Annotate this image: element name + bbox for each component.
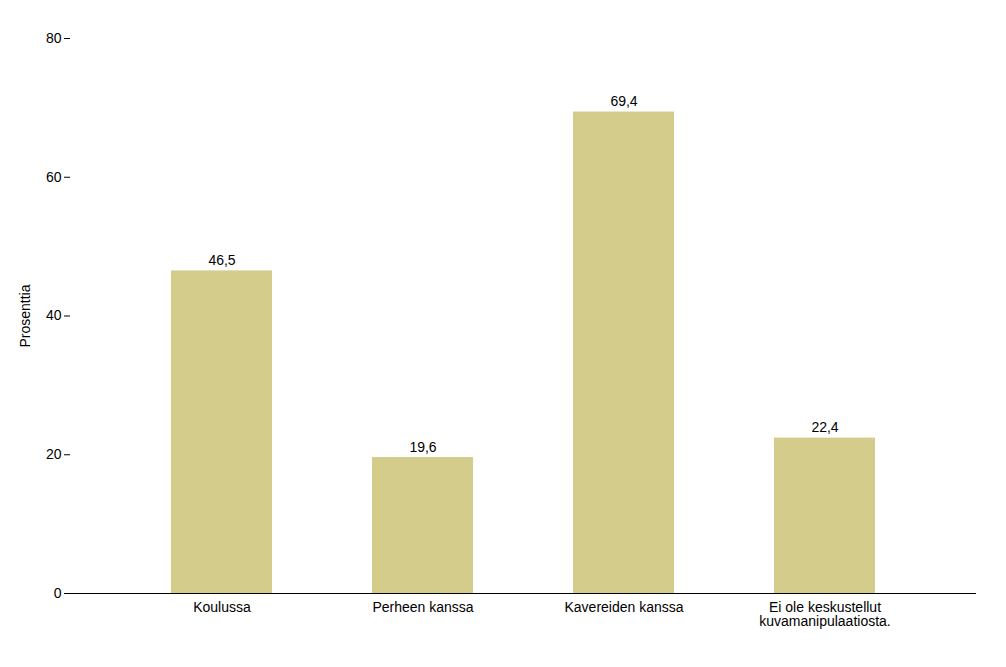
svg-text:20: 20	[46, 446, 62, 462]
svg-text:Koulussa: Koulussa	[193, 599, 251, 615]
svg-text:40: 40	[46, 307, 62, 323]
svg-text:60: 60	[46, 169, 62, 185]
svg-text:19,6: 19,6	[409, 439, 436, 455]
svg-text:Ei ole keskustellutkuvamanipul: Ei ole keskustellutkuvamanipulaatiosta.	[759, 599, 891, 629]
svg-text:80: 80	[46, 30, 62, 46]
svg-text:Kavereiden kanssa: Kavereiden kanssa	[564, 599, 683, 615]
svg-text:22,4: 22,4	[811, 419, 838, 435]
svg-text:46,5: 46,5	[208, 252, 235, 268]
svg-text:69,4: 69,4	[610, 93, 637, 109]
svg-text:0: 0	[54, 585, 62, 601]
svg-text:Prosenttia: Prosenttia	[17, 284, 33, 347]
svg-text:Perheen kanssa: Perheen kanssa	[372, 599, 473, 615]
